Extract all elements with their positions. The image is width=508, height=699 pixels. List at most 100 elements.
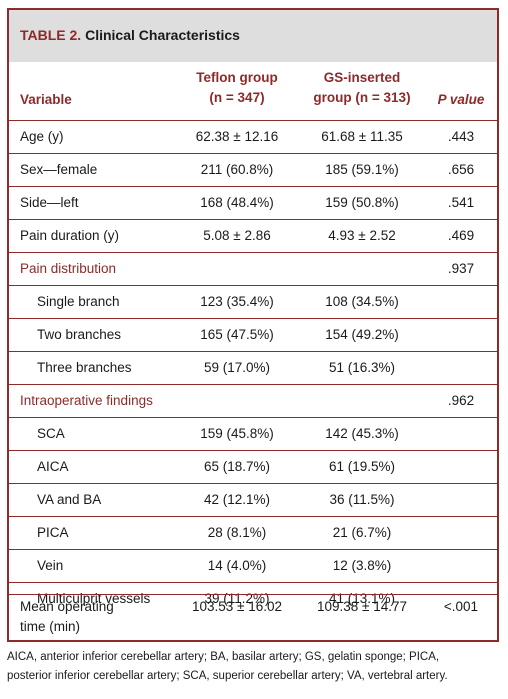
table-footnote: AICA, anterior inferior cerebellar arter…: [7, 648, 503, 686]
cell-teflon: 103.53 ± 16.02: [192, 599, 282, 614]
cell-teflon: 211 (60.8%): [200, 162, 274, 177]
row-divider: [9, 219, 497, 220]
cell-p: [433, 286, 489, 318]
header-teflon-line2: (n = 347): [209, 90, 265, 105]
cell-variable: Age (y): [20, 129, 64, 144]
cell-gs: [299, 385, 425, 417]
table-row: AICA 65 (18.7%) 61 (19.5%): [9, 451, 497, 483]
row-divider: [9, 252, 497, 253]
cell-teflon: 28 (8.1%): [207, 525, 267, 540]
table-frame: TABLE 2. Clinical Characteristics Variab…: [7, 8, 499, 642]
cell-teflon: 14 (4.0%): [207, 558, 267, 573]
header-teflon: Teflon group (n = 347): [181, 68, 293, 108]
row-divider: [9, 594, 497, 595]
cell-variable: Mean operating time (min): [20, 597, 114, 643]
cell-p: [433, 319, 489, 351]
cell-p: .962: [447, 393, 475, 408]
cell-teflon: 159 (45.8%): [200, 426, 274, 441]
cell-p: [433, 418, 489, 450]
cell-gs: 4.93 ± 2.52: [328, 228, 396, 243]
cell-gs: 109.38 ± 14.77: [317, 599, 407, 614]
table-row: Three branches 59 (17.0%) 51 (16.3%): [9, 352, 497, 384]
cell-gs: 108 (34.5%): [325, 294, 399, 309]
row-divider: [9, 186, 497, 187]
cell-teflon: 5.08 ± 2.86: [203, 228, 271, 243]
table-row: Age (y) 62.38 ± 12.16 61.68 ± 11.35 .443: [9, 121, 497, 153]
cell-teflon: 62.38 ± 12.16: [195, 129, 279, 144]
cell-gs: 12 (3.8%): [332, 558, 392, 573]
row-divider: [9, 549, 497, 550]
cell-variable: Pain duration (y): [20, 228, 120, 243]
header-p-value-text: P value: [437, 92, 485, 107]
cell-gs: [299, 253, 425, 285]
cell-p: [433, 517, 489, 549]
header-gs-line2: group (n = 313): [313, 90, 411, 105]
row-divider: [9, 450, 497, 451]
cell-gs: 51 (16.3%): [328, 360, 396, 375]
table-row: Vein 14 (4.0%) 12 (3.8%): [9, 550, 497, 582]
footnote-line2: posterior inferior cerebellar artery; SC…: [7, 670, 448, 682]
cell-p: .469: [447, 228, 475, 243]
row-divider: [9, 318, 497, 319]
cell-variable-line2: time (min): [20, 619, 80, 634]
cell-variable: Single branch: [37, 294, 120, 309]
cell-teflon: [181, 385, 293, 417]
cell-teflon: [181, 253, 293, 285]
cell-teflon: 65 (18.7%): [203, 459, 271, 474]
table-row: Side—left 168 (48.4%) 159 (50.8%) .541: [9, 187, 497, 219]
header-gs-line1: GS-inserted: [323, 70, 401, 85]
table-row: Sex—female 211 (60.8%) 185 (59.1%) .656: [9, 154, 497, 186]
cell-variable: Sex—female: [20, 162, 98, 177]
table-row: VA and BA 42 (12.1%) 36 (11.5%): [9, 484, 497, 516]
row-divider: [9, 384, 497, 385]
cell-p: .443: [447, 129, 475, 144]
section-label: Intraoperative findings: [20, 393, 153, 408]
cell-variable: Two branches: [37, 327, 122, 342]
row-divider: [9, 351, 497, 352]
cell-variable: PICA: [37, 525, 69, 540]
cell-p: .937: [447, 261, 475, 276]
cell-teflon: 59 (17.0%): [203, 360, 271, 375]
cell-p: [433, 484, 489, 516]
row-divider: [9, 582, 497, 583]
cell-teflon: 165 (47.5%): [200, 327, 274, 342]
cell-p: <.001: [443, 599, 479, 614]
cell-gs: 185 (59.1%): [325, 162, 399, 177]
cell-p: .656: [447, 162, 475, 177]
header-gs: GS-inserted group (n = 313): [299, 68, 425, 108]
cell-teflon: 168 (48.4%): [200, 195, 274, 210]
table-row: Single branch 123 (35.4%) 108 (34.5%): [9, 286, 497, 318]
cell-p: .541: [447, 195, 475, 210]
cell-variable: AICA: [37, 459, 69, 474]
cell-teflon: 123 (35.4%): [200, 294, 274, 309]
cell-variable-line1: Mean operating: [20, 599, 114, 614]
row-divider: [9, 417, 497, 418]
row-divider: [9, 285, 497, 286]
header-teflon-line1: Teflon group: [196, 70, 278, 85]
row-divider: [9, 516, 497, 517]
table-row: PICA 28 (8.1%) 21 (6.7%): [9, 517, 497, 549]
table-caption: Clinical Characteristics: [85, 27, 240, 43]
footnote-line1: AICA, anterior inferior cerebellar arter…: [7, 651, 440, 663]
table-title: TABLE 2. Clinical Characteristics: [20, 27, 240, 43]
cell-variable: SCA: [37, 426, 65, 441]
table-row: Two branches 165 (47.5%) 154 (49.2%): [9, 319, 497, 351]
header-divider: [9, 120, 497, 121]
cell-variable: Side—left: [20, 195, 79, 210]
row-divider: [9, 483, 497, 484]
table-row: Pain duration (y) 5.08 ± 2.86 4.93 ± 2.5…: [9, 220, 497, 252]
table-label: TABLE 2.: [20, 27, 82, 43]
row-divider: [9, 153, 497, 154]
cell-gs: 159 (50.8%): [325, 195, 399, 210]
cell-variable: Vein: [37, 558, 64, 573]
cell-variable: VA and BA: [37, 492, 102, 507]
cell-p: [433, 550, 489, 582]
header-p-value: P value: [433, 90, 489, 110]
header-variable: Variable: [20, 92, 72, 107]
table-row: SCA 159 (45.8%) 142 (45.3%): [9, 418, 497, 450]
cell-gs: 21 (6.7%): [332, 525, 392, 540]
table-row: Mean operating time (min) 103.53 ± 16.02…: [9, 595, 497, 641]
cell-p: [433, 451, 489, 483]
cell-teflon: 42 (12.1%): [203, 492, 271, 507]
cell-p: [433, 352, 489, 384]
